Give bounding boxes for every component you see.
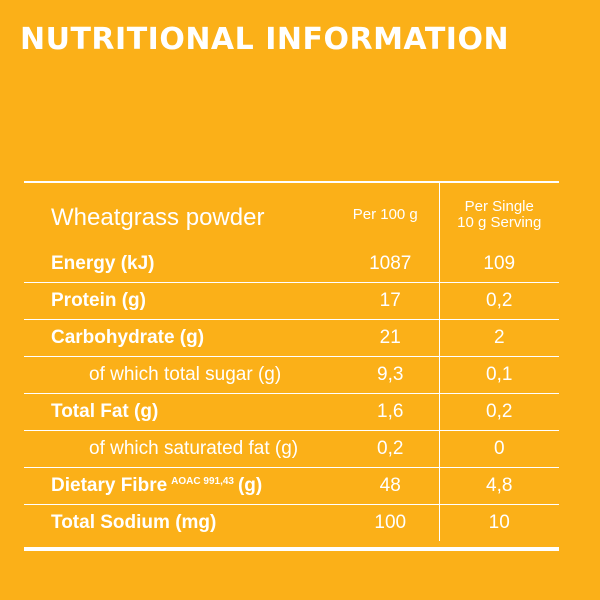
- table-row-protein: Protein (g) 17 0,2: [24, 282, 559, 320]
- row-label: Total Fat (g): [24, 393, 332, 431]
- nutrition-table: Wheatgrass powder Per 100 g Per Single 1…: [24, 181, 559, 551]
- column-header-per-100g-label: Per 100 g: [352, 205, 418, 223]
- column-header-per-100g: Per 100 g: [332, 183, 439, 246]
- value-per-serving: 0: [438, 430, 559, 468]
- row-label: Dietary Fibre AOAC 991,43 (g): [24, 467, 332, 505]
- table-row-total-fat: Total Fat (g) 1,6 0,2: [24, 393, 559, 431]
- value-per-serving: 10: [438, 504, 559, 541]
- product-name: Wheatgrass powder: [51, 203, 265, 231]
- row-label: Protein (g): [24, 282, 332, 320]
- table-row-saturated-fat: of which saturated fat (g) 0,2 0: [24, 430, 559, 468]
- row-label: Energy (kJ): [51, 253, 155, 274]
- value-per-100g: 0,2: [332, 430, 439, 468]
- row-label-main: Dietary Fibre: [51, 475, 168, 496]
- row-label: Total Sodium (mg): [24, 504, 332, 541]
- page-title: NUTRITIONAL INFORMATION: [20, 22, 510, 57]
- row-label-unit: (g): [237, 475, 263, 496]
- method-superscript: AOAC 991,43: [171, 476, 234, 487]
- value-per-100g: 17: [332, 282, 439, 320]
- column-header-per-serving-line1: Per Single: [464, 197, 534, 215]
- row-label: Carbohydrate (g): [24, 319, 332, 357]
- value-per-100g: 21: [332, 319, 439, 357]
- table-top-rule: [24, 181, 559, 183]
- value-per-100g: 100: [332, 504, 439, 541]
- column-header-per-serving-line2: 10 g Serving: [457, 213, 542, 231]
- value-per-serving: 0,2: [438, 393, 559, 431]
- value-per-serving: 4,8: [438, 467, 559, 505]
- table-row-total-sodium: Total Sodium (mg) 100 10: [24, 504, 559, 541]
- table-row-dietary-fibre: Dietary Fibre AOAC 991,43 (g) 48 4,8: [24, 467, 559, 505]
- nutrition-grid: Wheatgrass powder Per 100 g Per Single 1…: [24, 183, 559, 541]
- value-per-100g: 9,3: [332, 356, 439, 394]
- table-row-energy: Energy (kJ) 1087 109: [24, 246, 559, 283]
- table-row-carbohydrate: Carbohydrate (g) 21 2: [24, 319, 559, 357]
- value-per-serving: 2: [438, 319, 559, 357]
- table-row-total-sugar: of which total sugar (g) 9,3 0,1: [24, 356, 559, 394]
- value-per-serving: 0,2: [438, 282, 559, 320]
- value-per-serving: 109: [438, 246, 559, 283]
- row-label: of which total sugar (g): [24, 356, 332, 394]
- table-header-row: Wheatgrass powder Per 100 g Per Single 1…: [24, 183, 559, 246]
- value-per-100g: 1,6: [332, 393, 439, 431]
- row-label: of which saturated fat (g): [24, 430, 332, 468]
- value-per-serving: 0,1: [438, 356, 559, 394]
- column-header-per-serving: Per Single 10 g Serving: [438, 183, 559, 246]
- value-per-100g: 48: [332, 467, 439, 505]
- table-bottom-rule: [24, 547, 559, 551]
- value-per-100g: 1087: [369, 253, 412, 274]
